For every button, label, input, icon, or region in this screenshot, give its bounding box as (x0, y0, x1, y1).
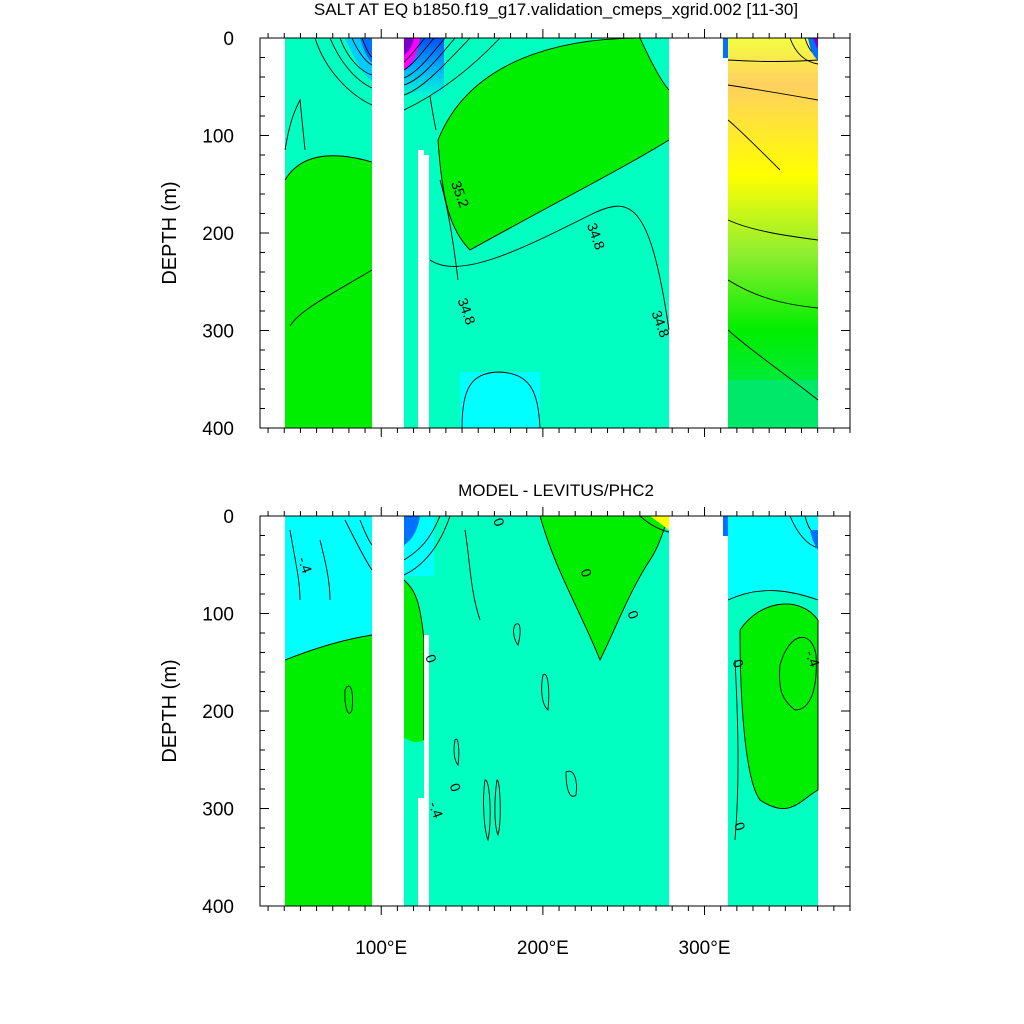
y-tick-label: 400 (202, 897, 234, 918)
y-tick-label: 200 (202, 702, 234, 723)
y-tick-label: 300 (202, 322, 234, 343)
x-tick-label: 300°E (679, 938, 731, 959)
y-tick-label: 200 (202, 224, 234, 245)
top-band-atlantic (723, 37, 819, 428)
y-tick-label: 0 (223, 507, 234, 528)
panel-top: SALT AT EQ b1850.f19_g17.validation_cmep… (159, 0, 851, 440)
panel-bottom-title: MODEL - LEVITUS/PHC2 (458, 481, 654, 500)
contour-label: -.4 (802, 648, 823, 669)
bottom-strip (418, 798, 424, 906)
y-tick-label: 300 (202, 800, 234, 821)
y-tick-label: 100 (202, 605, 234, 626)
top-band-pacific (403, 37, 670, 429)
y-tick-label: 100 (202, 127, 234, 148)
bottom-band-indian (284, 516, 373, 906)
top-strip (418, 150, 424, 428)
panel-top-ylabel: DEPTH (m) (159, 181, 181, 284)
x-tick-label: 100°E (355, 938, 407, 959)
y-tick-label: 0 (223, 29, 234, 50)
panel-bottom-axes: 0 100 200 300 400 100°E 200°E 300°E (202, 507, 851, 959)
panel-top-axes: 0 100 200 300 400 (202, 29, 851, 440)
top-band-indian (284, 37, 373, 429)
bottom-band-atlantic (723, 515, 819, 906)
contour-label: -.4 (426, 799, 447, 820)
panel-bottom-ylabel: DEPTH (m) (159, 659, 181, 762)
bottom-band-pacific (403, 515, 670, 906)
x-tick-label: 200°E (517, 938, 569, 959)
panel-bottom: MODEL - LEVITUS/PHC2 (159, 481, 851, 959)
panel-top-title: SALT AT EQ b1850.f19_g17.validation_cmep… (314, 0, 798, 19)
contour-label: -.4 (295, 555, 316, 576)
y-tick-label: 400 (202, 419, 234, 440)
